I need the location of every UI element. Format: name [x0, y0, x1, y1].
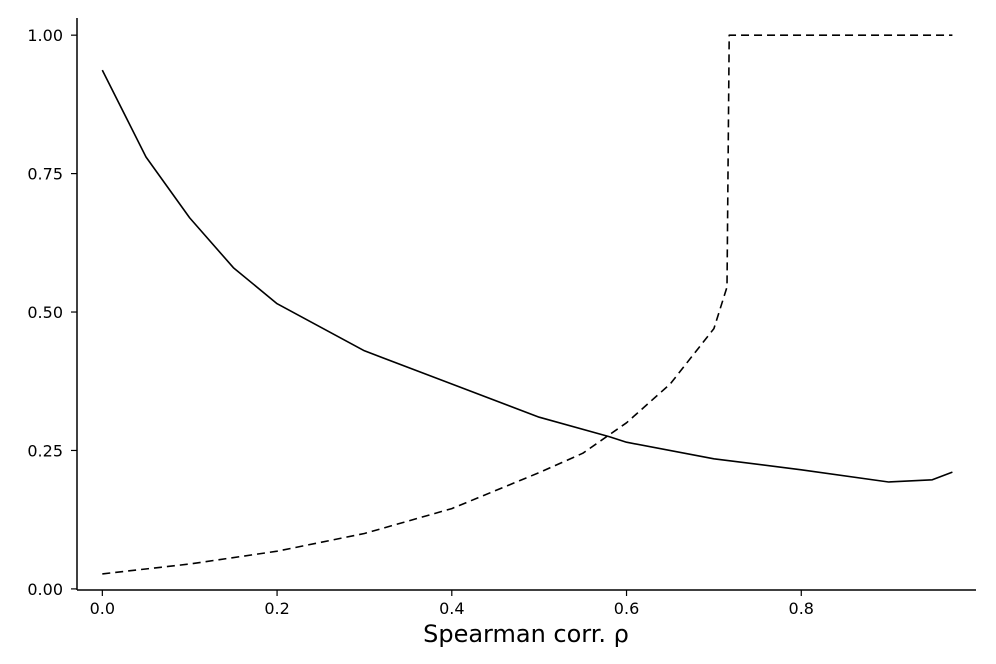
x-tick-label: 0.2: [264, 599, 289, 618]
y-tick-label: 0.25: [27, 441, 63, 460]
x-axis-label: Spearman corr. ρ: [423, 620, 629, 648]
x-tick-label: 0.0: [90, 599, 115, 618]
x-tick-label: 0.6: [614, 599, 639, 618]
x-tick-label: 0.4: [439, 599, 464, 618]
y-tick-label: 0.75: [27, 165, 63, 184]
x-tick-label: 0.8: [789, 599, 814, 618]
y-tick-label: 0.00: [27, 580, 63, 599]
y-tick-label: 1.00: [27, 26, 63, 45]
y-tick-label: 0.50: [27, 303, 63, 322]
series-line: [101, 69, 953, 483]
series-line: [102, 34, 953, 575]
